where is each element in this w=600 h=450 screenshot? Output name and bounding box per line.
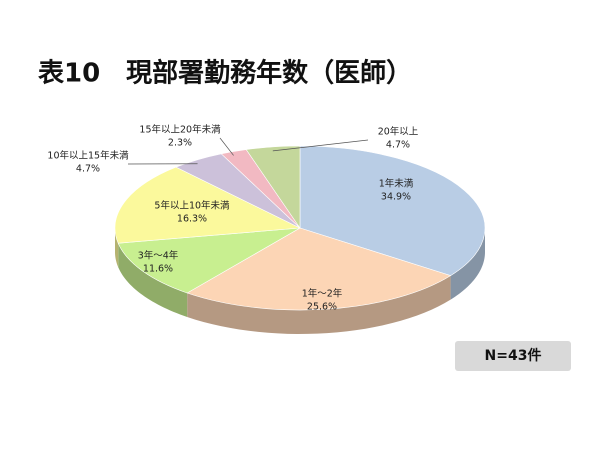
data-label-value: 4.7% (76, 164, 100, 175)
slice (117, 227, 301, 294)
data-label-name: 20年以上 (378, 126, 419, 138)
annotation-box (455, 341, 571, 371)
data-label-name: 15年以上20年未満 (139, 124, 221, 136)
annotation: N=43件 (485, 347, 542, 364)
slice (299, 145, 486, 276)
data-label-name: 3年～4年 (138, 250, 179, 262)
slice-side (115, 228, 119, 268)
slice (114, 166, 302, 244)
slice-side (118, 243, 188, 317)
slice-side (187, 275, 451, 334)
chart-title: 表10 現部署勤務年数（医師） (38, 58, 412, 89)
data-label-name: 1年未満 (379, 178, 414, 190)
data-label-value: 4.7% (386, 140, 410, 151)
slice-side (450, 228, 485, 300)
data-label-value: 2.3% (168, 138, 192, 149)
data-label-value: 16.3% (177, 214, 207, 225)
data-label-value: 34.9% (381, 192, 411, 203)
slice (245, 145, 301, 229)
leader-line (272, 139, 369, 152)
data-label-name: 1年～2年 (302, 288, 343, 300)
slice (186, 227, 452, 311)
data-label-value: 11.6% (143, 264, 173, 275)
data-label-name: 5年以上10年未満 (154, 200, 230, 212)
leader-line (219, 137, 234, 156)
data-label-value: 25.6% (307, 302, 337, 313)
data-label-name: 10年以上15年未満 (47, 150, 129, 162)
